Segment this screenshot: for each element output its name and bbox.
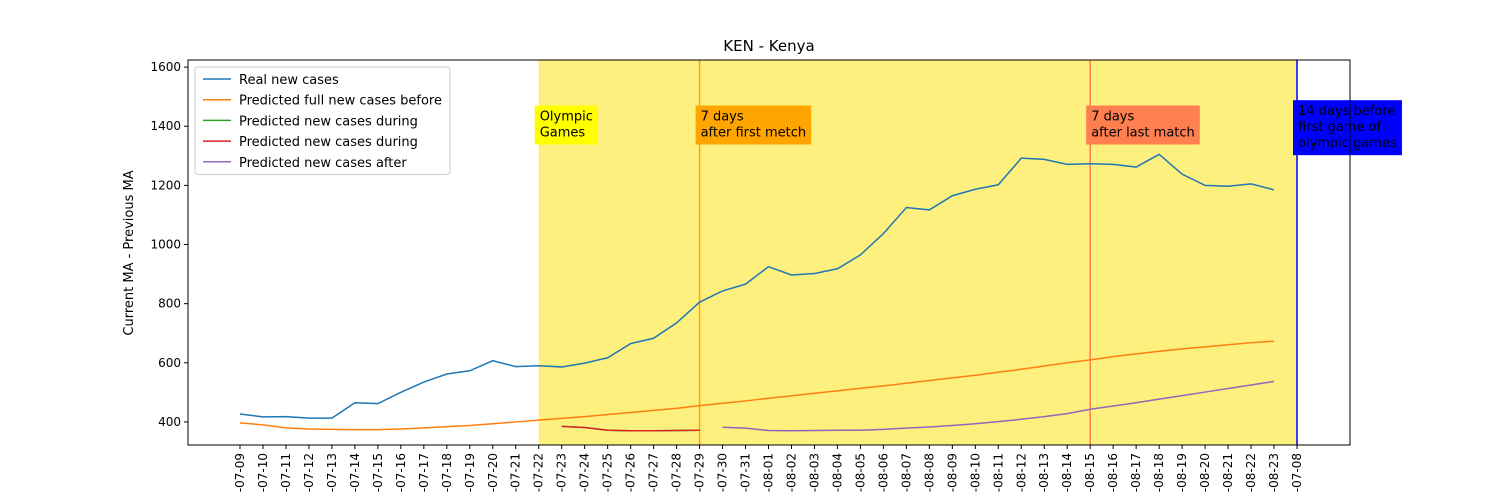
x-tick-label: -07-15 xyxy=(371,453,385,492)
legend-box xyxy=(194,66,451,175)
x-tick-label: -07-09 xyxy=(233,453,247,492)
x-tick-label: -08-07 xyxy=(899,453,913,492)
x-tick-label: -08-04 xyxy=(830,453,844,492)
annotation-text: after last match xyxy=(1091,125,1195,140)
x-tick-label: -07-18 xyxy=(440,453,454,492)
x-tick-label: -08-19 xyxy=(1175,453,1189,492)
x-tick-label: -07-20 xyxy=(486,453,500,492)
legend: Real new cases Predicted full new cases b… xyxy=(194,66,451,175)
x-tick-label: -07-12 xyxy=(302,453,316,492)
x-tick-label: -08-03 xyxy=(807,453,821,492)
series-line xyxy=(239,153,1275,419)
y-tick-label: 1000 xyxy=(150,238,181,252)
annotation-box xyxy=(534,105,598,145)
annotation-box xyxy=(695,105,812,145)
x-tick-label: -08-20 xyxy=(1198,453,1212,492)
x-tick-label: -07-25 xyxy=(601,453,615,492)
y-axis-label: Current MA - Previous MA xyxy=(122,170,137,335)
y-tick-label: 1400 xyxy=(150,119,181,133)
x-tick-label: -07-10 xyxy=(256,453,270,492)
x-tick-label: -07-11 xyxy=(279,453,293,492)
x-tick-label: -08-18 xyxy=(1152,453,1166,492)
x-tick-label: -07-21 xyxy=(509,453,523,492)
chart-title: KEN - Kenya xyxy=(723,37,814,55)
x-tick-label: -08-14 xyxy=(1060,453,1074,492)
series-line xyxy=(722,380,1275,432)
annotation-text: olympic games xyxy=(1298,136,1397,151)
x-tick-label: -08-11 xyxy=(991,453,1005,492)
series-line xyxy=(239,340,1275,431)
x-tick-label: -07-26 xyxy=(624,453,638,492)
x-tick-label: -07-28 xyxy=(670,453,684,492)
annotation-text: Olympic xyxy=(540,109,593,124)
x-tick-label: -08-21 xyxy=(1221,453,1235,492)
x-tick-label: -07-17 xyxy=(417,453,431,492)
annotation-box xyxy=(1086,105,1200,145)
x-tick-label: -08-23 xyxy=(1267,453,1281,492)
x-tick-label: -07-27 xyxy=(647,453,661,492)
x-tick-label: -07-16 xyxy=(394,453,408,492)
x-tick-label: -07-08 xyxy=(1290,453,1304,492)
x-tick-label: -07-22 xyxy=(532,453,546,492)
x-tick-label: -07-31 xyxy=(739,453,753,492)
x-tick-label: -07-19 xyxy=(463,453,477,492)
x-tick-label: -07-30 xyxy=(716,453,730,492)
series-line xyxy=(561,425,700,432)
legend-label: Predicted new cases after xyxy=(239,156,407,171)
x-tick-label: -08-12 xyxy=(1014,453,1028,492)
legend-label: Predicted full new cases before xyxy=(239,94,442,109)
x-tick-label: -08-08 xyxy=(922,453,936,492)
x-tick-label: -08-17 xyxy=(1129,453,1143,492)
annotation-text: Games xyxy=(540,125,586,140)
x-tick-label: -08-22 xyxy=(1244,453,1258,492)
legend-label: Predicted new cases during xyxy=(239,135,418,150)
x-tick-label: -08-16 xyxy=(1106,453,1120,492)
x-tick-label: -08-01 xyxy=(762,453,776,492)
x-tick-label: -08-05 xyxy=(853,453,867,492)
x-tick-label: -08-10 xyxy=(968,453,982,492)
x-tick-label: -07-13 xyxy=(325,453,339,492)
x-tick-label: -07-14 xyxy=(348,453,362,492)
x-tick-label: -08-09 xyxy=(945,453,959,492)
annotation-text: 14 days before xyxy=(1298,104,1395,119)
annotation-text: 7 days xyxy=(701,109,744,124)
x-tick-label: -07-24 xyxy=(578,453,592,492)
axes-frame xyxy=(187,59,1351,446)
y-tick-label: 400 xyxy=(158,415,181,429)
x-tick-label: -08-02 xyxy=(784,453,798,492)
annotation-text: 7 days xyxy=(1091,109,1134,124)
legend-label: Predicted new cases during xyxy=(239,114,418,129)
x-tick-label: -08-06 xyxy=(876,453,890,492)
y-tick-label: 600 xyxy=(158,356,181,370)
y-tick-label: 1200 xyxy=(150,178,181,192)
x-tick-label: -08-15 xyxy=(1083,453,1097,492)
y-tick-label: 800 xyxy=(158,297,181,311)
legend-label: Real new cases xyxy=(239,73,339,88)
x-tick-label: -08-13 xyxy=(1037,453,1051,492)
annotation-box xyxy=(1293,100,1402,156)
x-tick-label: -07-29 xyxy=(693,453,707,492)
x-tick-label: -07-23 xyxy=(555,453,569,492)
annotation-text: after first metch xyxy=(701,125,807,140)
annotation-text: first game of xyxy=(1298,120,1382,135)
y-tick-label: 1600 xyxy=(150,60,181,74)
